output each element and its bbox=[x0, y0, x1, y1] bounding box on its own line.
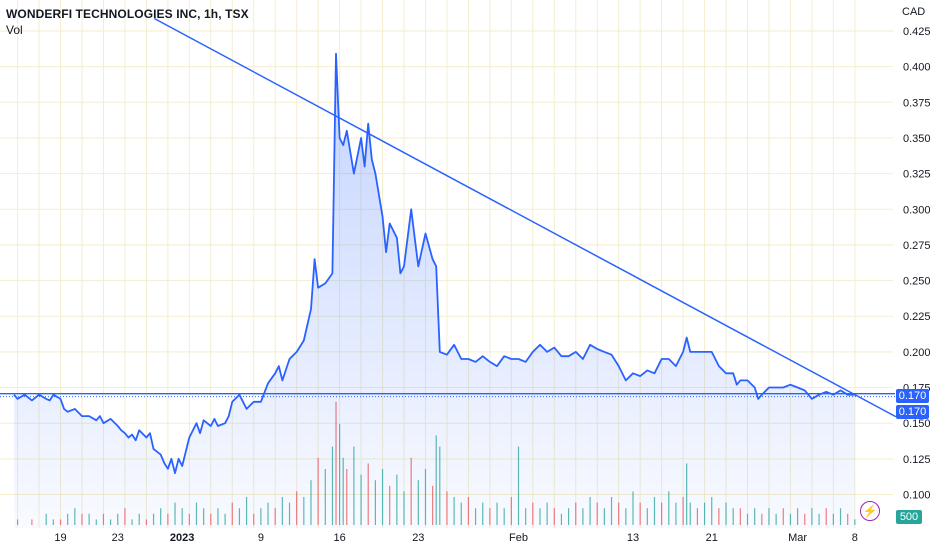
y-tick-label: 0.125 bbox=[903, 454, 931, 466]
y-tick-label: 0.375 bbox=[903, 97, 931, 109]
volume-value-tag: 500 bbox=[896, 510, 922, 524]
x-tick-label: 16 bbox=[333, 532, 345, 544]
volume-label: Vol bbox=[6, 23, 23, 37]
currency-label: CAD bbox=[902, 6, 926, 18]
y-tick-label: 0.275 bbox=[903, 240, 931, 252]
y-tick-label: 0.150 bbox=[903, 418, 931, 430]
y-tick-label: 0.400 bbox=[903, 62, 931, 74]
x-tick-label: 13 bbox=[627, 532, 639, 544]
x-tick-label: 23 bbox=[412, 532, 424, 544]
x-tick-label: Mar bbox=[788, 532, 807, 544]
y-tick-label: 0.200 bbox=[903, 347, 931, 359]
y-tick-label: 0.250 bbox=[903, 276, 931, 288]
chart-legend: WONDERFI TECHNOLOGIES INC, 1h, TSX Vol bbox=[6, 6, 249, 38]
price-line bbox=[13, 52, 855, 474]
price-area bbox=[14, 53, 855, 529]
x-tick-label: 9 bbox=[258, 532, 264, 544]
chart-title: WONDERFI TECHNOLOGIES INC, 1h, TSX bbox=[6, 7, 249, 21]
lightning-bolt-icon[interactable]: ⚡ bbox=[860, 501, 880, 521]
close-price-tag: 0.170 bbox=[896, 405, 929, 419]
x-tick-label: 21 bbox=[706, 532, 718, 544]
x-tick-label: Feb bbox=[509, 532, 528, 544]
x-tick-label: 2023 bbox=[170, 532, 194, 544]
x-tick-label: 8 bbox=[852, 532, 858, 544]
y-tick-label: 0.100 bbox=[903, 490, 931, 502]
y-tick-label: 0.350 bbox=[903, 133, 931, 145]
y-tick-label: 0.325 bbox=[903, 169, 931, 181]
x-tick-label: 19 bbox=[54, 532, 66, 544]
y-tick-label: 0.225 bbox=[903, 311, 931, 323]
last-price-tag: 0.170 bbox=[896, 389, 929, 403]
trendline bbox=[153, 17, 897, 418]
x-tick-label: 23 bbox=[112, 532, 124, 544]
volume-bar bbox=[854, 519, 856, 525]
y-tick-label: 0.425 bbox=[903, 26, 931, 38]
y-tick-label: 0.300 bbox=[903, 204, 931, 216]
